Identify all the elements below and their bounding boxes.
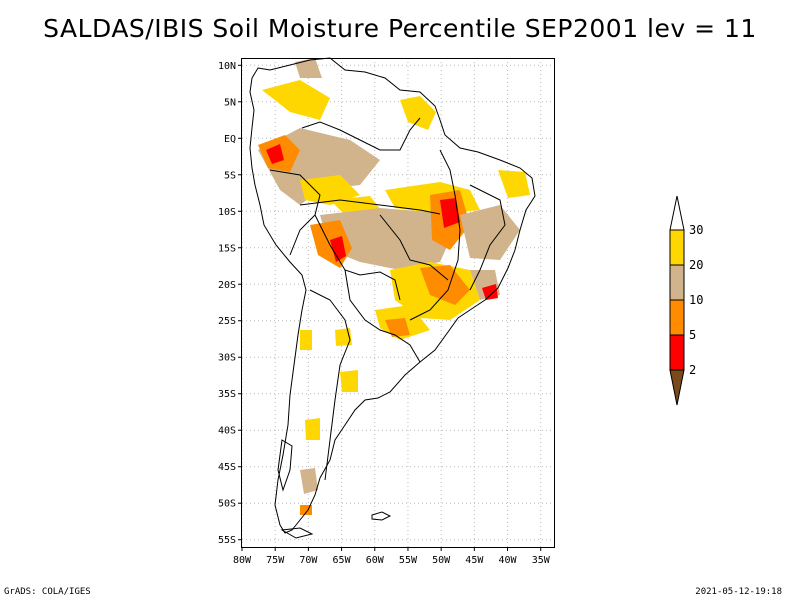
y-tick-label: 5S: [224, 170, 236, 181]
island-chile-archipelago: [277, 439, 293, 492]
country-borders: [314, 214, 401, 301]
island-falklands: [371, 511, 392, 521]
footer-credit: GrADS: COLA/IGES: [4, 587, 91, 597]
shade-patch: [262, 80, 330, 120]
footer-timestamp: 2021-05-12-19:18: [695, 587, 782, 597]
shade-patch: [330, 236, 346, 262]
island-tierra-del-fuego: [280, 527, 314, 539]
shade-patch: [460, 205, 520, 260]
country-borders: [269, 169, 321, 256]
colorbar-swatch: [669, 299, 685, 336]
country-borders: [344, 269, 421, 363]
x-tick-label: 50W: [432, 555, 451, 566]
country-borders: [299, 199, 441, 215]
shade-patch: [420, 265, 470, 305]
country-borders: [409, 149, 461, 321]
x-tick-label: 80W: [233, 555, 252, 566]
y-tick-label: 10N: [218, 61, 236, 72]
y-tick-label: 50S: [218, 499, 236, 510]
colorbar-label: 2: [689, 363, 696, 377]
shade-patch: [300, 175, 360, 205]
shade-patch: [300, 468, 318, 494]
colorbar-label: 5: [689, 328, 696, 342]
x-tick-label: 65W: [333, 555, 352, 566]
country-borders: [469, 184, 506, 291]
x-tick-label: 60W: [366, 555, 385, 566]
shade-patch: [482, 284, 498, 300]
x-tick-label: 45W: [465, 555, 484, 566]
y-tick-label: 15S: [218, 243, 236, 254]
shade-patch: [320, 208, 450, 270]
x-tick-label: 40W: [499, 555, 518, 566]
colorbar-label: 30: [689, 223, 703, 237]
x-tick-label: 35W: [532, 555, 551, 566]
shade-patch: [266, 144, 284, 164]
y-tick-label: 45S: [218, 462, 236, 473]
y-tick-label: 20S: [218, 280, 236, 291]
y-tick-labels: 10N 5N EQ 5S 10S 15S 20S 25S 30S 35S 40S 45S 50S 55S: [218, 61, 242, 546]
shade-patch: [340, 370, 358, 392]
colorbar: 2 5 10 20 30: [669, 195, 703, 406]
y-tick-label: 40S: [218, 426, 236, 437]
shade-patch: [385, 318, 410, 337]
x-tick-label: 55W: [399, 555, 418, 566]
shade-patch: [305, 418, 320, 440]
x-tick-labels: 80W 75W 70W 65W 60W 55W 50W 45W 40W 35W: [233, 547, 551, 566]
percentile-shading: [258, 58, 530, 515]
y-tick-label: 10S: [218, 207, 236, 218]
colorbar-swatch: [669, 229, 685, 266]
shade-patch: [400, 96, 436, 130]
boundaries: [249, 57, 536, 539]
y-tick-label: EQ: [224, 134, 236, 145]
colorbar-swatch: [669, 334, 685, 371]
shade-patch: [440, 198, 460, 228]
colorbar-swatch-above-30: [669, 195, 685, 231]
x-tick-label: 70W: [299, 555, 318, 566]
x-tick-label: 75W: [266, 555, 285, 566]
country-borders: [379, 214, 449, 281]
country-borders: [301, 117, 421, 151]
country-borders: [309, 289, 351, 481]
shade-patch: [300, 330, 312, 350]
colorbar-label: 10: [689, 293, 703, 307]
colorbar-swatch-below-2: [669, 369, 685, 406]
south-america-coastline: [249, 57, 536, 534]
y-tick-label: 30S: [218, 353, 236, 364]
map-title: SALDAS/IBIS Soil Moisture Percentile SEP…: [43, 14, 757, 43]
y-tick-label: 35S: [218, 389, 236, 400]
colorbar-label: 20: [689, 258, 703, 272]
colorbar-swatch: [669, 264, 685, 301]
y-tick-label: 55S: [218, 535, 236, 546]
y-tick-label: 25S: [218, 316, 236, 327]
shade-patch: [295, 58, 322, 78]
y-tick-label: 5N: [224, 97, 236, 108]
shade-patch: [300, 505, 312, 515]
plot-frame: [241, 58, 555, 548]
shade-patch: [498, 170, 530, 198]
